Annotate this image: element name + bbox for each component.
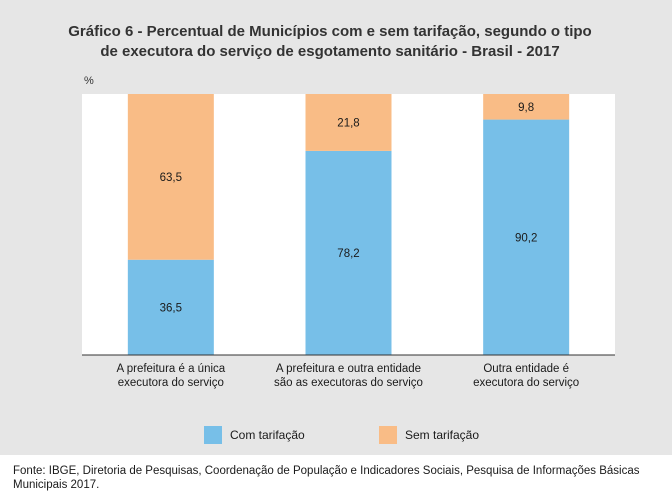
data-label-com-tarifacao-1: 36,5 — [160, 302, 182, 314]
chart-plot: 36,5 63,5 78,2 21,8 90,2 9,8 — [82, 94, 615, 356]
data-label-com-tarifacao-3: 90,2 — [515, 232, 537, 244]
legend-item-com-tarifacao: Com tarifação — [204, 426, 305, 444]
bar-com-tarifacao-2 — [305, 150, 392, 355]
category-label-3-line-2: executora do serviço — [473, 377, 580, 389]
chart-title-line-1: Gráfico 6 - Percentual de Municípios com… — [68, 23, 592, 40]
chart-legend: Com tarifação Sem tarifação — [0, 426, 672, 450]
legend-swatch-com-tarifacao — [204, 426, 222, 444]
bar-sem-tarifacao-2 — [305, 94, 392, 151]
bar-com-tarifacao-1 — [127, 259, 214, 355]
chart-title-line-2: de executora do serviço de esgotamento s… — [100, 43, 560, 60]
chart-title: Gráfico 6 - Percentual de Municípios com… — [10, 22, 650, 62]
category-label-1: A prefeitura é a única executora do servi… — [82, 362, 260, 390]
category-label-2: A prefeitura e outra entidade são as exec… — [260, 362, 438, 390]
data-label-sem-tarifacao-2: 21,8 — [337, 117, 359, 129]
legend-label-sem-tarifacao: Sem tarifação — [405, 428, 480, 442]
data-label-com-tarifacao-2: 78,2 — [337, 248, 359, 260]
category-label-1-line-2: executora do serviço — [117, 377, 224, 389]
data-label-sem-tarifacao-3: 9,8 — [518, 102, 534, 114]
bar-sem-tarifacao-3 — [483, 94, 570, 120]
legend-swatch-sem-tarifacao — [379, 426, 397, 444]
category-label-3-line-1: Outra entidade é — [483, 363, 569, 375]
bar-com-tarifacao-3 — [483, 119, 570, 355]
legend-item-sem-tarifacao: Sem tarifação — [379, 426, 479, 444]
legend-label-com-tarifacao: Com tarifação — [230, 428, 305, 442]
data-label-sem-tarifacao-1: 63,5 — [160, 172, 182, 184]
category-label-3: Outra entidade é executora do serviço — [437, 362, 615, 390]
y-axis-unit: % — [84, 75, 94, 87]
source-note: Fonte: IBGE, Diretoria de Pesquisas, Coo… — [13, 465, 640, 491]
bar-sem-tarifacao-1 — [127, 94, 214, 260]
category-label-2-line-1: A prefeitura e outra entidade — [275, 363, 422, 375]
category-label-2-line-2: são as executoras do serviço — [274, 377, 423, 389]
category-label-1-line-1: A prefeitura é a única — [116, 363, 226, 375]
